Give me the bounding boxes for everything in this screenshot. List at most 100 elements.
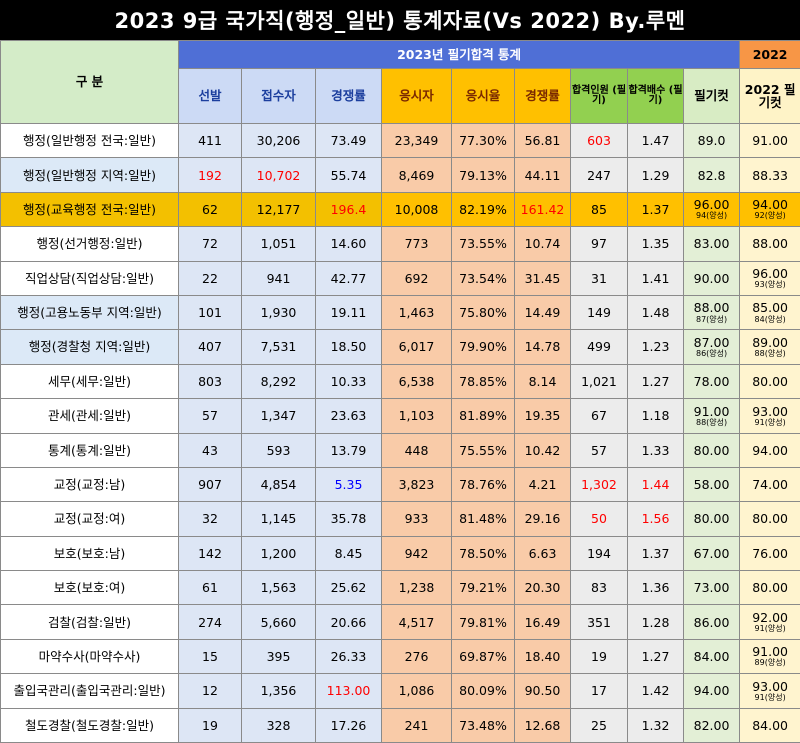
cell-value: 91.00 [752, 133, 789, 149]
cell-cutoff-2022: 80.00 [739, 570, 800, 606]
cell-competition: 20.66 [315, 604, 382, 640]
cell-cutoff-2022: 89.00 88(양성) [739, 329, 800, 365]
cell-subnote: 91(양성) [754, 624, 786, 634]
cell-examinees: 10,008 [381, 191, 452, 228]
cell-pass-count: 25 [570, 707, 628, 743]
row-category-name: 행정(선거행정:일반) [0, 226, 179, 262]
cell-cutoff-2022: 80.00 [739, 501, 800, 537]
header-2022-group: 2022 [739, 40, 800, 69]
table-row: 철도경찰(철도경찰:일반) 19 328 17.26 241 73.48% 12.68 25 1… [0, 707, 800, 743]
cell-value: 10.74 [524, 236, 561, 252]
cell-cutoff-2022: 85.00 84(양성) [739, 294, 800, 331]
cell-value: 80.00 [752, 511, 789, 527]
cell-value: 56.81 [524, 133, 561, 149]
cell-value: 16.49 [524, 614, 561, 630]
page-title: 2023 9급 국가직(행정_일반) 통계자료(Vs 2022) By.루멘 [0, 0, 800, 40]
header-2023-group: 2023년 필기합격 통계 [177, 40, 741, 69]
cell-value: 142 [198, 545, 222, 561]
col-header-cutoff: 필기컷 [682, 68, 741, 124]
cell-real-competition: 12.68 [514, 707, 571, 743]
row-category-name: 행정(교육행정 전국:일반) [0, 191, 179, 228]
cell-competition: 23.63 [315, 398, 382, 434]
cell-value: 43 [202, 442, 218, 458]
cell-cutoff: 82.00 [682, 707, 741, 743]
cell-competition: 17.26 [315, 707, 382, 743]
cell-cutoff: 86.00 [682, 604, 741, 640]
cell-real-competition: 10.42 [514, 432, 571, 468]
cell-value: 82.00 [693, 717, 730, 733]
cell-pass-count: 1,302 [570, 466, 628, 503]
cell-subnote: 86(양성) [695, 348, 728, 358]
cell-value: 941 [266, 270, 291, 286]
cell-value: 69.87% [459, 648, 507, 664]
cell-pass-count: 194 [570, 535, 628, 572]
col-header-selection: 선발 [178, 68, 242, 124]
cell-value: 803 [198, 373, 222, 389]
cell-value: 80.00 [752, 580, 789, 596]
cell-cutoff: 83.00 [682, 226, 741, 262]
cell-applicants: 1,563 [241, 570, 316, 606]
col-header-examinees: 응시자 [381, 68, 452, 124]
cell-pass-ratio: 1.37 [627, 191, 684, 228]
cell-value: 78.50% [459, 545, 507, 561]
cell-examinees: 773 [381, 226, 452, 262]
cell-exam-rate: 79.81% [451, 604, 515, 640]
cell-examinees: 933 [381, 501, 452, 537]
cell-pass-ratio: 1.18 [627, 398, 684, 434]
cell-cutoff-2022: 80.00 [739, 363, 800, 400]
cell-selection: 61 [178, 570, 242, 606]
cell-value: 78.85% [459, 373, 507, 389]
cell-value: 85.00 [752, 300, 789, 316]
cell-pass-ratio: 1.47 [627, 122, 684, 159]
cell-cutoff-2022: 94.00 [739, 432, 800, 468]
cell-cutoff: 80.00 [682, 501, 741, 537]
cell-value: 1,200 [260, 545, 297, 561]
cell-value: 57 [591, 442, 607, 458]
table-row: 직업상담(직업상담:일반) 22 941 42.77 692 73.54% 31.45 31 1… [0, 260, 800, 296]
col-header-cutoff-2022: 2022 필기컷 [739, 68, 800, 124]
table-row: 출입국관리(출입국관리:일반) 12 1,356 113.00 1,086 80.09% 9… [0, 673, 800, 709]
cell-real-competition: 44.11 [514, 157, 571, 193]
cell-value: 82.8 [697, 167, 726, 183]
cell-examinees: 942 [381, 535, 452, 572]
cell-pass-ratio: 1.32 [627, 707, 684, 743]
cell-value: 351 [587, 614, 611, 630]
cell-value: 194 [587, 545, 611, 561]
cell-pass-ratio: 1.33 [627, 432, 684, 468]
cell-value: 78.00 [693, 373, 730, 389]
cell-pass-count: 17 [570, 673, 628, 709]
cell-value: 31.45 [524, 270, 561, 286]
cell-value: 1.32 [641, 717, 670, 733]
cell-competition: 8.45 [315, 535, 382, 572]
cell-value: 8,292 [260, 373, 297, 389]
cell-selection: 803 [178, 363, 242, 400]
cell-examinees: 692 [381, 260, 452, 296]
cell-value: 14.49 [524, 305, 561, 321]
cell-pass-count: 67 [570, 398, 628, 434]
table-row: 교정(교정:여) 32 1,145 35.78 933 81.48% 29.16 50 1.56… [0, 501, 800, 537]
cell-pass-ratio: 1.27 [627, 638, 684, 675]
cell-real-competition: 8.14 [514, 363, 571, 400]
cell-value: 8.14 [528, 373, 557, 389]
cell-subnote: 91(양성) [754, 692, 786, 702]
cell-value: 26.33 [330, 648, 367, 664]
cell-value: 88.00 [693, 300, 730, 316]
cell-applicants: 1,051 [241, 226, 316, 262]
cell-cutoff: 96.00 94(양성) [682, 191, 741, 228]
cell-value: 75.55% [459, 442, 507, 458]
cell-pass-ratio: 1.37 [627, 535, 684, 572]
cell-value: 17 [591, 683, 607, 699]
cell-competition: 196.4 [315, 191, 382, 228]
cell-value: 23,349 [394, 133, 439, 149]
cell-value: 32 [202, 511, 218, 527]
cell-cutoff-2022: 84.00 [739, 707, 800, 743]
cell-value: 91.00 [752, 644, 789, 660]
cell-value: 1.35 [641, 236, 670, 252]
cell-value: 75.80% [459, 305, 507, 321]
cell-competition: 55.74 [315, 157, 382, 193]
table-row: 통계(통계:일반) 43 593 13.79 448 75.55% 10.42 57 1.33 8… [0, 432, 800, 468]
cell-examinees: 1,103 [381, 398, 452, 434]
cell-exam-rate: 75.80% [451, 294, 515, 331]
cell-competition: 35.78 [315, 501, 382, 537]
cell-cutoff-2022: 93.00 91(양성) [739, 673, 800, 709]
